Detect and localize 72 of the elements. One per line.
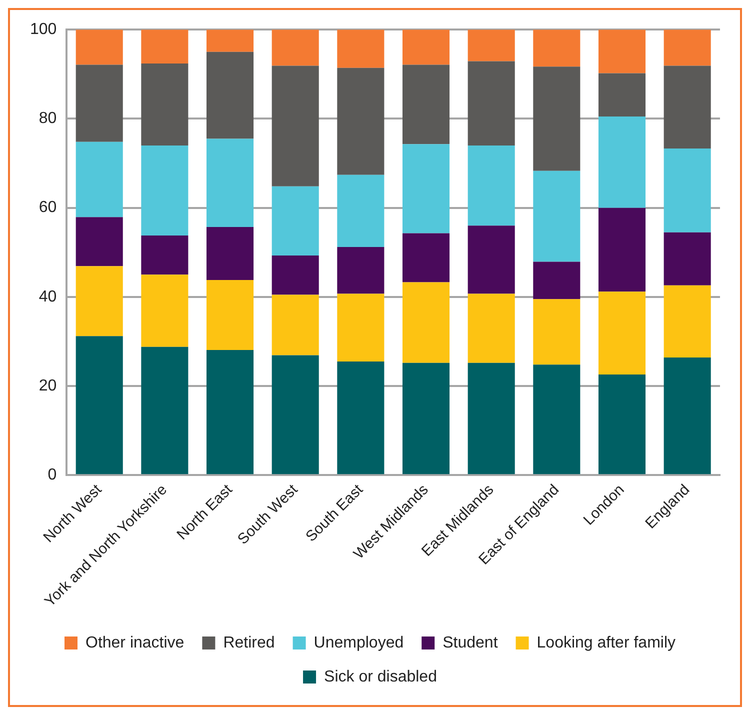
bar	[598, 208, 646, 292]
bar	[402, 64, 450, 144]
bar	[402, 282, 450, 363]
bar	[272, 294, 319, 356]
bar	[468, 226, 515, 294]
bar	[664, 148, 711, 232]
bar	[272, 66, 319, 186]
y-tick-label: 100	[30, 21, 57, 38]
bar	[76, 266, 123, 336]
bar	[402, 30, 450, 65]
y-tick-label: 60	[38, 199, 57, 216]
bar	[533, 262, 580, 300]
bar	[468, 61, 515, 146]
y-tick-label: 80	[38, 110, 57, 128]
bar	[664, 66, 711, 149]
bar	[337, 294, 384, 362]
bar	[402, 144, 450, 234]
bar	[468, 294, 515, 363]
legend-label: Student	[442, 634, 498, 652]
bar	[598, 73, 646, 116]
bar	[141, 346, 188, 474]
bar	[598, 292, 646, 374]
bar	[337, 362, 384, 474]
bar	[533, 299, 580, 365]
bar	[141, 145, 188, 236]
bar	[533, 364, 580, 474]
legend-label: Looking after family	[536, 634, 676, 652]
bar	[664, 358, 711, 474]
bar	[141, 235, 188, 275]
legend-label: Other inactive	[85, 634, 184, 652]
bar	[76, 64, 123, 142]
bar	[533, 170, 580, 262]
y-tick-label: 20	[38, 377, 57, 394]
bar	[402, 362, 450, 474]
bar	[402, 233, 450, 282]
bar	[141, 274, 188, 347]
bar	[533, 30, 580, 67]
legend-label: Retired	[223, 634, 275, 652]
y-tick-label: 40	[38, 288, 57, 306]
bar	[272, 30, 319, 66]
bar	[76, 217, 123, 266]
bar	[206, 350, 254, 474]
bar	[337, 68, 384, 175]
bar	[272, 186, 319, 256]
bar	[206, 138, 254, 227]
bar	[468, 362, 515, 474]
bar	[337, 174, 384, 248]
bar	[272, 255, 319, 295]
bar	[141, 63, 188, 146]
bar	[664, 285, 711, 358]
bar	[76, 336, 123, 474]
bar	[141, 30, 188, 64]
legend-label: Unemployed	[314, 634, 404, 652]
bar	[468, 145, 515, 226]
bar	[598, 116, 646, 208]
bar	[337, 30, 384, 68]
bar	[598, 30, 646, 74]
bar	[468, 30, 515, 62]
legend-label: Sick or disabled	[324, 668, 437, 686]
bar	[272, 355, 319, 474]
y-tick-label: 0	[48, 466, 57, 484]
bar	[337, 247, 384, 294]
bar	[76, 142, 123, 218]
bar	[598, 374, 646, 474]
bar	[664, 30, 711, 66]
bar	[206, 30, 254, 52]
bar	[206, 52, 254, 139]
bar	[533, 66, 580, 171]
bar	[76, 30, 123, 65]
bar	[206, 280, 254, 350]
bar	[206, 226, 254, 280]
bar	[664, 232, 711, 286]
